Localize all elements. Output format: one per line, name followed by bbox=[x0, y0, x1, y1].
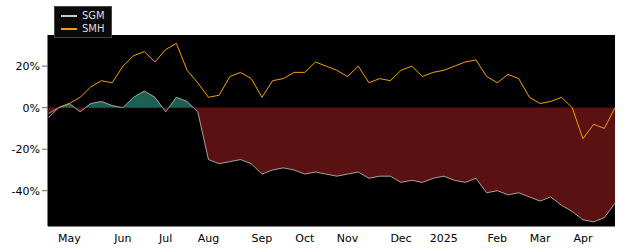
svg-text:Aug: Aug bbox=[198, 232, 219, 245]
svg-text:Oct: Oct bbox=[295, 232, 315, 245]
svg-text:-40%: -40% bbox=[12, 185, 40, 198]
svg-text:Nov: Nov bbox=[337, 232, 359, 245]
html-text:SGM: SGM bbox=[82, 10, 105, 21]
svg-text:Mar: Mar bbox=[530, 232, 551, 245]
svg-text:-20%: -20% bbox=[12, 143, 40, 156]
svg-text:Jun: Jun bbox=[113, 232, 131, 245]
svg-text:Feb: Feb bbox=[488, 232, 507, 245]
svg-text:Dec: Dec bbox=[390, 232, 411, 245]
svg-text:20%: 20% bbox=[16, 60, 40, 73]
svg-text:0%: 0% bbox=[23, 102, 40, 115]
svg-text:Jul: Jul bbox=[158, 232, 172, 245]
svg-text:Apr: Apr bbox=[573, 232, 593, 245]
svg-text:May: May bbox=[58, 232, 81, 245]
svg-text:2025: 2025 bbox=[430, 232, 458, 245]
svg-text:Sep: Sep bbox=[252, 232, 273, 245]
html-text:SMH: SMH bbox=[82, 23, 105, 34]
